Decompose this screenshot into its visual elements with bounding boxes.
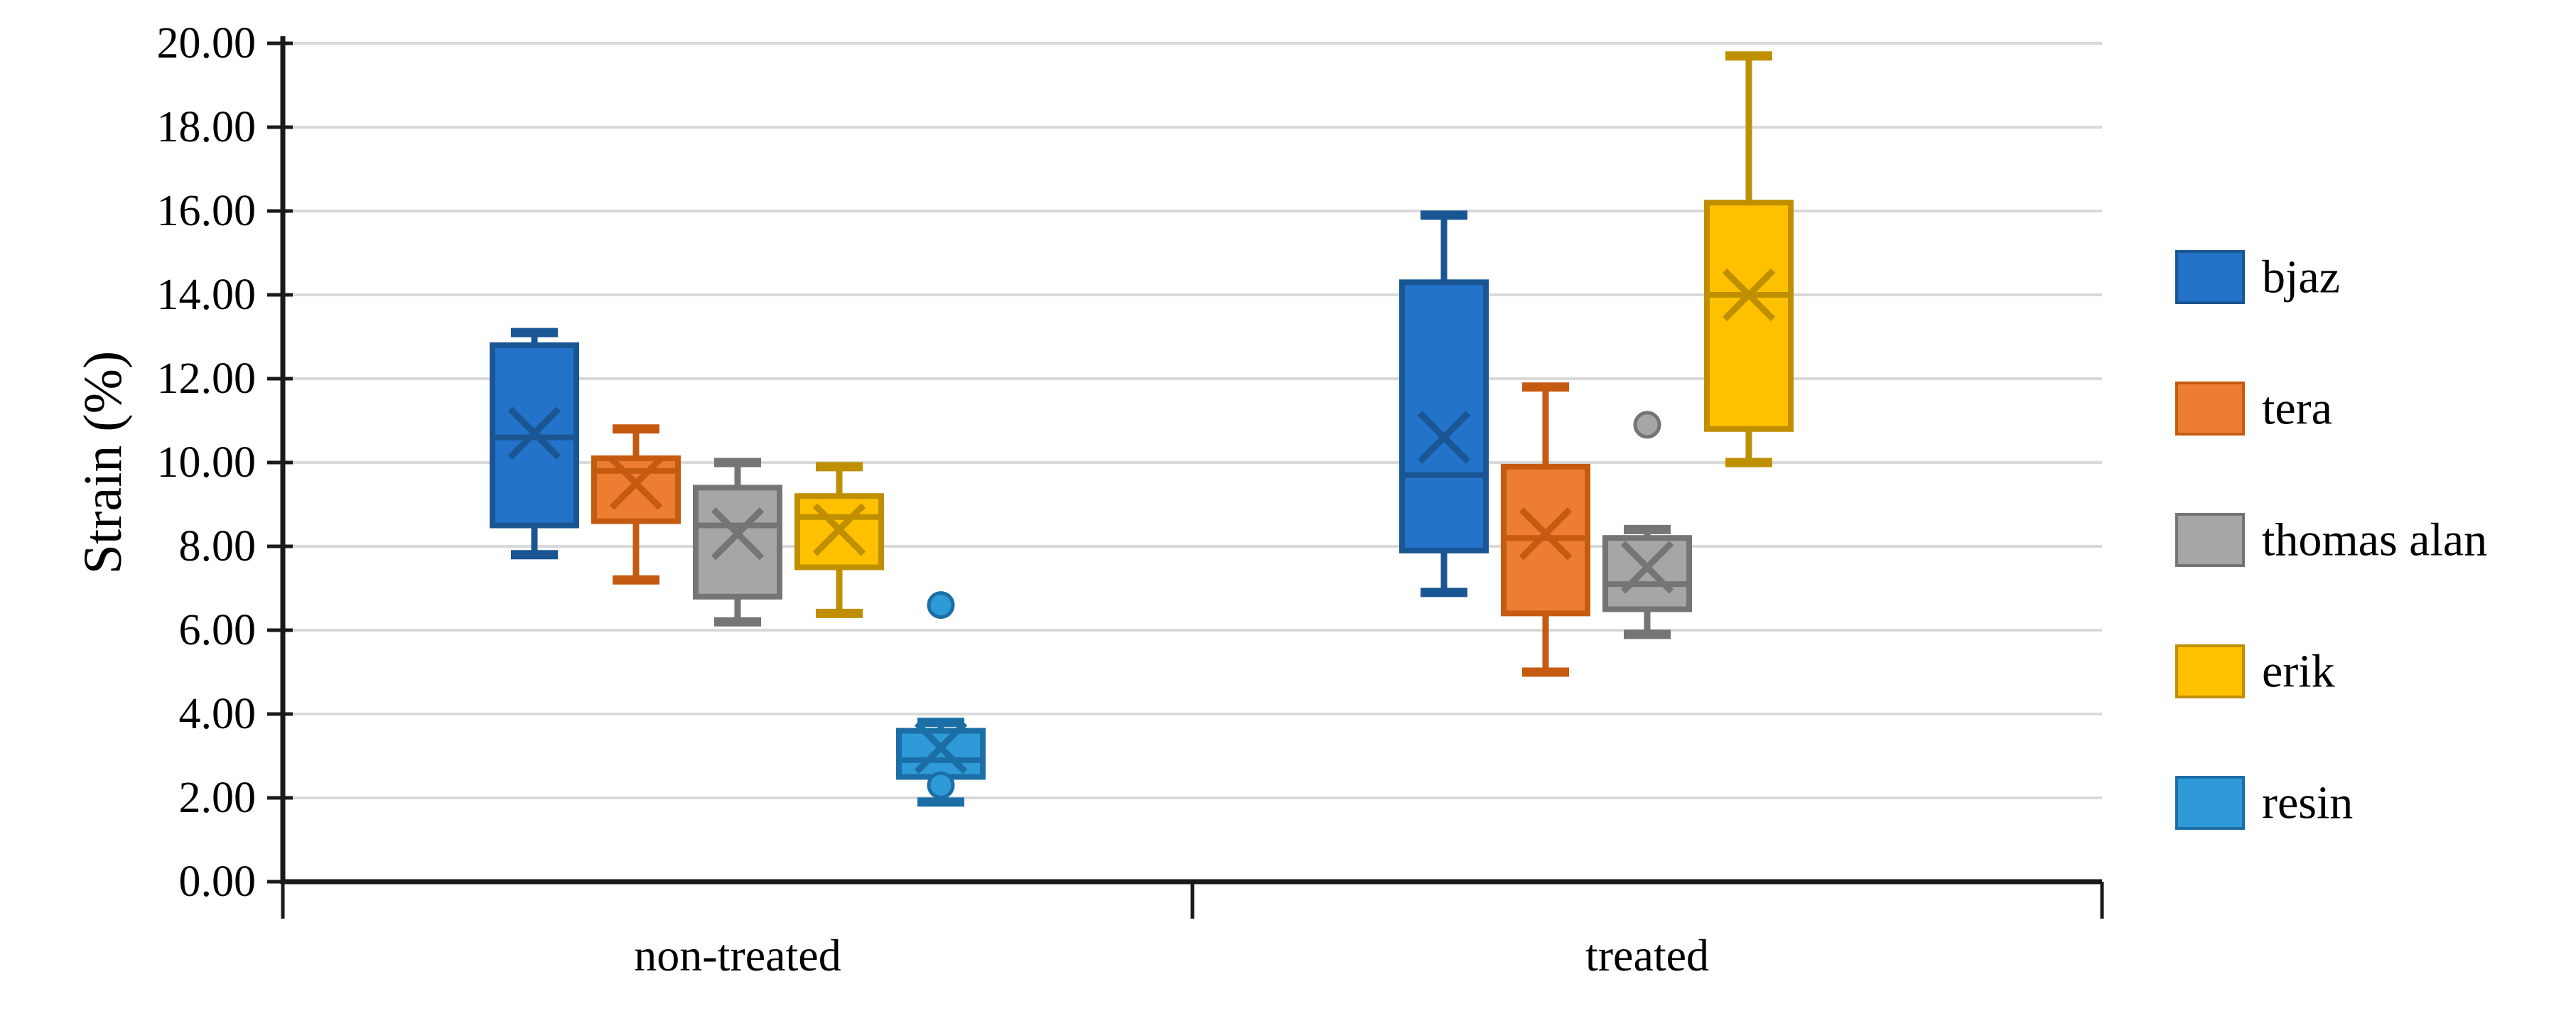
mean-x-marker — [507, 406, 561, 460]
outlier-dot — [1633, 411, 1661, 439]
box-tera-treated — [1501, 382, 1590, 677]
legend-swatch-thomas-alan — [2175, 513, 2245, 567]
iqr-box — [1704, 200, 1794, 432]
mean-x-marker — [812, 503, 866, 556]
x-category-label-treated: treated — [1585, 930, 1709, 980]
y-tick-label: 6.00 — [179, 606, 257, 654]
legend-label-resin: resin — [2262, 777, 2353, 829]
y-tick-label: 2.00 — [179, 774, 257, 822]
mean-x-marker — [914, 721, 968, 774]
y-tick-label: 16.00 — [157, 187, 257, 235]
y-tick-label: 12.00 — [157, 355, 257, 403]
box-thomas-alan-non-treated — [693, 458, 782, 627]
x-category-label-non-treated: non-treated — [634, 930, 841, 980]
iqr-box — [1399, 279, 1489, 553]
y-tick-label: 20.00 — [157, 19, 257, 67]
box-resin-non-treated — [896, 591, 986, 807]
legend-label-erik: erik — [2262, 646, 2335, 698]
mean-x-marker — [1519, 507, 1573, 561]
box-bjaz-non-treated — [490, 328, 579, 560]
iqr-box — [1602, 535, 1692, 612]
mean-x-marker — [1417, 411, 1471, 464]
iqr-box — [693, 485, 782, 600]
box-erik-non-treated — [794, 462, 884, 618]
y-tick-label: 4.00 — [179, 690, 257, 738]
y-tick-label: 18.00 — [157, 103, 257, 151]
outlier-dot — [927, 591, 955, 620]
box-bjaz-treated — [1399, 210, 1489, 598]
legend-swatch-resin — [2175, 776, 2245, 830]
box-thomas-alan-treated — [1602, 411, 1692, 639]
y-tick-label: 10.00 — [157, 438, 257, 487]
mean-x-marker — [711, 507, 765, 561]
legend-swatch-tera — [2175, 382, 2245, 436]
legend-swatch-erik — [2175, 644, 2245, 698]
mean-x-marker — [609, 457, 663, 510]
mean-x-marker — [1620, 541, 1674, 594]
iqr-box — [591, 455, 681, 524]
legend-label-bjaz: bjaz — [2262, 252, 2340, 303]
legend-label-thomas-alan: thomas alan — [2262, 514, 2487, 566]
iqr-box — [896, 728, 986, 780]
box-tera-non-treated — [591, 424, 681, 585]
y-axis-title: Strain (%) — [73, 351, 133, 574]
y-tick-label: 14.00 — [157, 271, 257, 319]
y-tick-label: 8.00 — [179, 522, 257, 571]
outlier-dot — [927, 771, 955, 799]
y-tick-label: 0.00 — [179, 858, 257, 906]
legend-swatch-bjaz — [2175, 250, 2245, 304]
mean-x-marker — [1722, 268, 1776, 322]
legend-label-tera: tera — [2262, 383, 2332, 435]
box-erik-treated — [1704, 51, 1794, 467]
